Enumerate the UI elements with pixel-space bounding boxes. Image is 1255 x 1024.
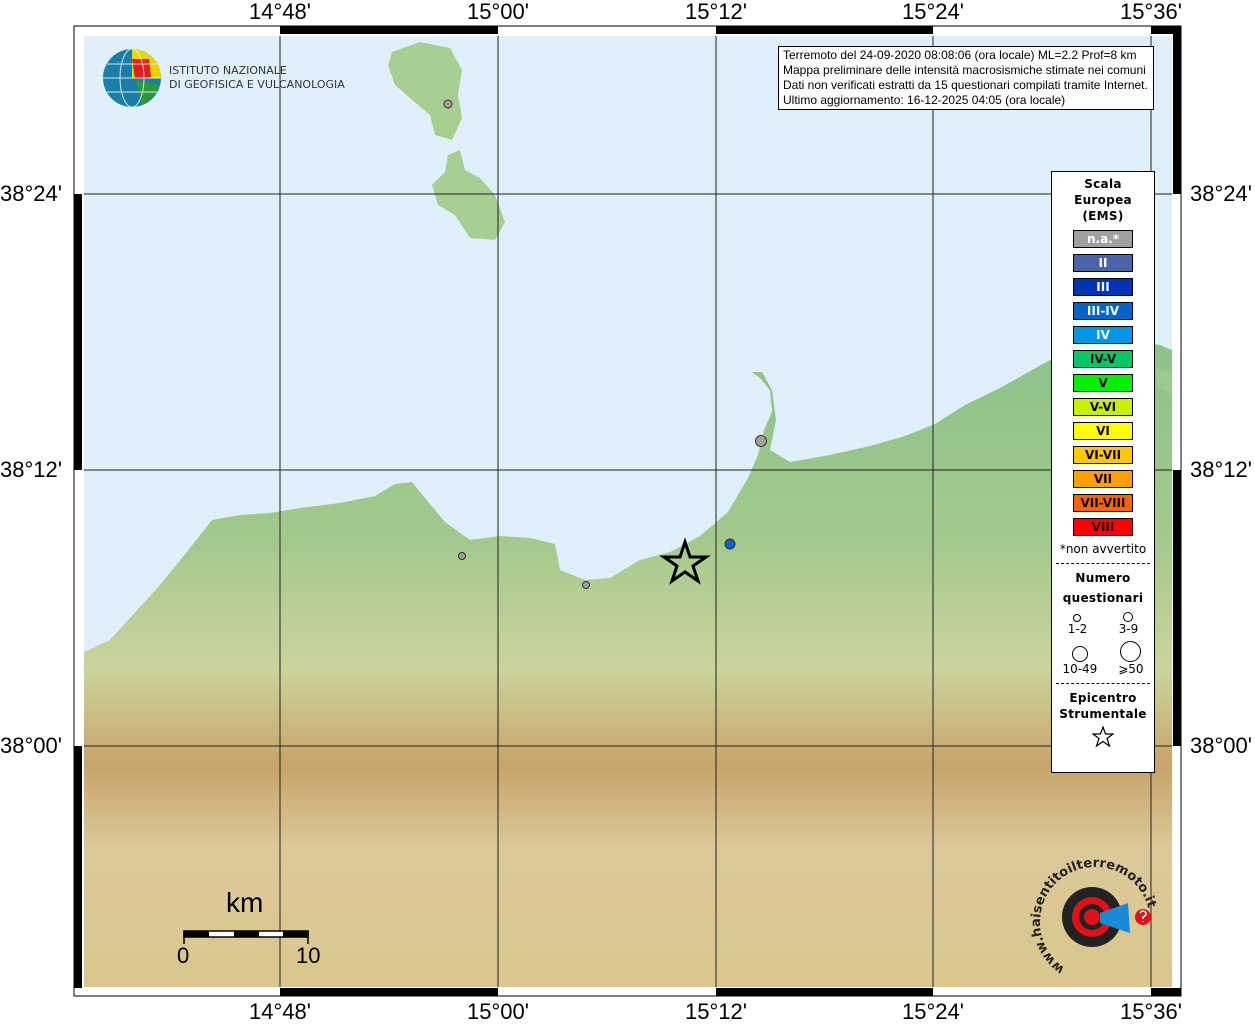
epicenter-star-icon[interactable]	[659, 537, 711, 585]
ems-swatch: III-IV	[1073, 302, 1133, 320]
lat-label-left: 38°00'	[0, 733, 62, 758]
ingv-logo: ISTITUTO NAZIONALE DI GEOFISICA E VULCAN…	[101, 47, 345, 109]
lon-label-bottom: 15°24'	[902, 999, 964, 1024]
logo-line1: ISTITUTO NAZIONALE	[169, 64, 287, 77]
lat-label-right: 38°00'	[1190, 733, 1252, 758]
lat-label-right: 38°12'	[1190, 457, 1252, 482]
ems-swatch: IV	[1073, 326, 1133, 344]
intensity-point[interactable]	[443, 99, 453, 109]
ems-swatch: V-VI	[1073, 398, 1133, 416]
haisentito-logo: www.haisentitoilterremoto.it	[1029, 856, 1159, 977]
scale-bar	[183, 930, 309, 944]
ems-swatch: VI-VII	[1073, 446, 1133, 464]
count-label: 10-49	[1062, 662, 1098, 676]
event-info-box: Terremoto del 24-09-2020 08:08:06 (ora l…	[778, 46, 1154, 110]
divider	[1056, 683, 1150, 684]
lon-label-top: 15°12'	[685, 0, 747, 24]
lat-label-left: 38°12'	[0, 457, 62, 482]
globe-icon	[103, 48, 161, 108]
legend-title: (EMS)	[1082, 209, 1124, 223]
lon-label-bottom: 14°48'	[249, 999, 311, 1024]
ems-swatch: III	[1073, 278, 1133, 296]
event-line: Terremoto del 24-09-2020 08:08:06 (ora l…	[783, 48, 1137, 62]
ems-swatch: VII-VIII	[1073, 494, 1133, 512]
epicenter-title: Epicentro	[1069, 691, 1137, 705]
ems-swatch: IV-V	[1073, 350, 1133, 368]
legend: Scala Europea (EMS) n.a.* II III III-IV IV IV…	[1051, 171, 1155, 773]
logo-line2: DI GEOFISICA E VULCANOLOGIA	[169, 78, 345, 91]
intensity-points	[443, 99, 767, 589]
lon-label-bottom: 15°00'	[467, 999, 529, 1024]
divider	[1056, 563, 1150, 564]
calabria-landmass	[1155, 368, 1172, 395]
ems-swatch: II	[1073, 254, 1133, 272]
count-label: ⩾50	[1118, 662, 1144, 676]
frame-ticks	[74, 26, 1181, 996]
ems-swatch: V	[1073, 374, 1133, 392]
sicily-landmass	[84, 342, 1172, 987]
ems-swatch: VI	[1073, 422, 1133, 440]
lon-label-top: 15°36'	[1120, 0, 1182, 24]
lon-label-bottom: 15°12'	[685, 999, 747, 1024]
island-south	[432, 150, 505, 240]
intensity-point[interactable]	[458, 552, 466, 560]
scale-unit: km	[226, 887, 264, 918]
ems-swatch: n.a.*	[1073, 230, 1133, 248]
island-north	[388, 42, 462, 140]
intensity-point[interactable]	[582, 581, 590, 589]
star-icon	[1091, 725, 1115, 748]
lon-label-bottom: 15°36'	[1120, 999, 1182, 1024]
ems-scale: n.a.* II III III-IV IV IV-V V V-VI VI VI-VII VII VI…	[1052, 230, 1154, 536]
legend-note: *non avvertito	[1059, 542, 1147, 556]
lon-label-top: 15°00'	[467, 0, 529, 24]
intensity-point[interactable]	[724, 538, 736, 550]
lat-label-right: 38°24'	[1190, 181, 1252, 206]
lon-label-top: 14°48'	[249, 0, 311, 24]
intensity-point[interactable]	[755, 435, 767, 447]
circle-medium-icon	[1123, 612, 1134, 622]
count-label: 3-9	[1118, 622, 1139, 636]
legend-title: Scala	[1084, 177, 1122, 191]
lat-label-left: 38°24'	[0, 181, 62, 206]
epicenter-title: Strumentale	[1059, 707, 1147, 721]
ems-swatch: VII	[1073, 470, 1133, 488]
graticule	[84, 36, 1172, 987]
map-description: Mappa preliminare delle intensità macros…	[783, 63, 1146, 77]
circle-small-icon	[1073, 614, 1082, 622]
ems-swatch: VIII	[1073, 518, 1133, 536]
legend-title: Europea	[1074, 193, 1132, 207]
last-update: Ultimo aggiornamento: 16-12-2025 04:05 (…	[783, 93, 1066, 107]
count-title: questionari	[1062, 591, 1144, 605]
data-note: Dati non verificati estratti da 15 quest…	[783, 78, 1148, 92]
circle-large-icon	[1071, 646, 1088, 662]
count-title: Numero	[1075, 571, 1131, 585]
count-label: 1-2	[1067, 622, 1088, 636]
lon-label-top: 15°24'	[902, 0, 964, 24]
scale-max: 10	[296, 943, 321, 968]
circle-xlarge-icon	[1120, 641, 1142, 662]
scale-min: 0	[177, 943, 190, 968]
